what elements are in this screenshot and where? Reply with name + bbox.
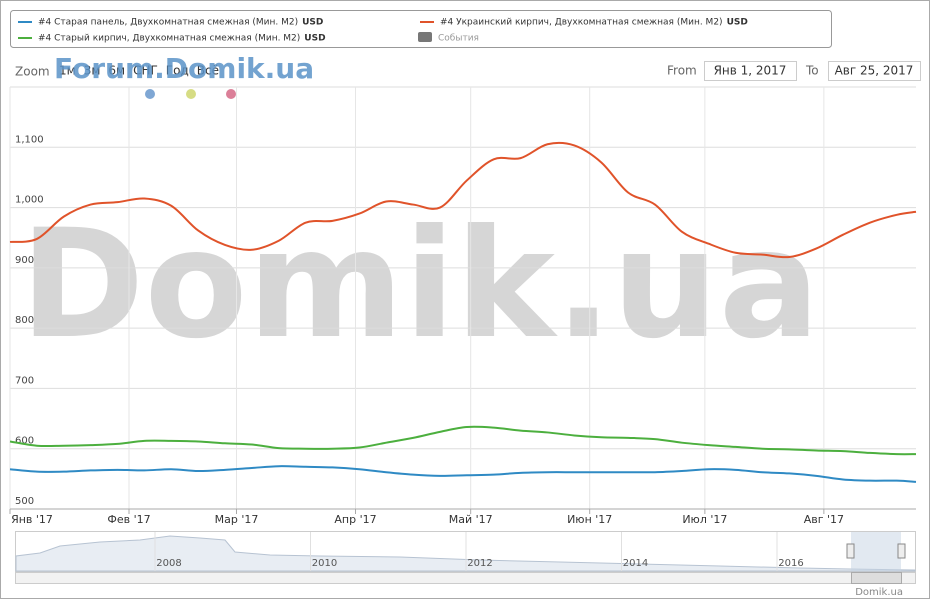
navigator-label: 2012	[467, 558, 492, 569]
legend-currency: USD	[727, 18, 748, 28]
legend-label[interactable]: #4 Старый кирпич, Двухкомнатная смежная …	[38, 34, 300, 44]
legend-currency: USD	[304, 34, 325, 44]
navigator-window[interactable]	[851, 532, 901, 571]
navigator-handle[interactable]	[846, 543, 855, 559]
events-label[interactable]: События	[438, 34, 479, 44]
zoom-label: Zoom	[15, 65, 50, 79]
navigator-label: 2008	[156, 558, 181, 569]
zoom-button[interactable]: 1м	[59, 64, 76, 78]
to-value[interactable]: Авг 25, 2017	[835, 64, 914, 78]
from-input[interactable]	[704, 61, 797, 81]
forum-watermark: Forum.Domik.ua	[54, 52, 314, 85]
x-tick-label: Янв '17	[11, 513, 53, 526]
credit[interactable]: Domik.ua	[855, 587, 903, 598]
zoom-buttons: 1м 3м 6м СНГ Год Всё	[59, 64, 219, 78]
navigator-labels: 2008 2010 2012 2014 2016	[154, 532, 804, 571]
y-tick-label: 700	[15, 375, 34, 386]
navigator-label: 2014	[623, 558, 648, 569]
series-line	[9, 465, 917, 483]
x-tick-label: Апр '17	[334, 513, 376, 526]
y-tick-label: 800	[15, 315, 34, 326]
to-input[interactable]	[828, 61, 921, 81]
x-tick-label: Май '17	[449, 513, 493, 526]
event-flag[interactable]	[145, 89, 155, 99]
zoom-button[interactable]: СНГ	[133, 64, 158, 78]
zoom-button[interactable]: Год	[166, 64, 189, 78]
from-value[interactable]: Янв 1, 2017	[714, 64, 787, 78]
x-tick-label: Авг '17	[804, 513, 844, 526]
navigator-label: 2010	[312, 558, 337, 569]
y-tick-label: 900	[15, 255, 34, 266]
x-tick-label: Фев '17	[107, 513, 150, 526]
y-tick-label: 1,100	[15, 134, 44, 145]
event-flag[interactable]	[226, 89, 236, 99]
legend-currency: USD	[302, 18, 323, 28]
legend: #4 Старая панель, Двухкомнатная смежная …	[18, 18, 748, 44]
series-line	[9, 141, 917, 259]
x-tick-label: Мар '17	[215, 513, 259, 526]
x-tick-label: Июл '17	[682, 513, 727, 526]
scrollbar-thumb[interactable]	[851, 572, 902, 584]
zoom-button[interactable]: Всё	[197, 64, 219, 78]
y-tick-label: 600	[15, 436, 34, 447]
navigator-handle[interactable]	[897, 543, 906, 559]
zoom-button[interactable]: 3м	[84, 64, 101, 78]
events-icon	[418, 32, 432, 42]
y-tick-label: 500	[15, 496, 34, 507]
legend-label[interactable]: #4 Старая панель, Двухкомнатная смежная …	[38, 18, 298, 28]
watermark: Domik.ua	[20, 198, 820, 372]
zoom-button[interactable]: 6м	[108, 64, 125, 78]
x-tick-label: Июн '17	[567, 513, 612, 526]
navigator-area	[15, 535, 916, 572]
series-line	[9, 425, 917, 456]
from-label: From	[667, 64, 697, 78]
scrollbar[interactable]	[15, 572, 916, 584]
navigator-label: 2016	[778, 558, 803, 569]
y-tick-label: 1,000	[15, 195, 44, 206]
to-label: To	[805, 64, 819, 78]
legend-label[interactable]: #4 Украинский кирпич, Двухкомнатная смеж…	[440, 18, 723, 28]
legend-box	[10, 10, 832, 48]
plot: 500 600 700 800 900 1,000 1,100 Янв '17 Фев '17 М…	[9, 86, 917, 526]
event-flag[interactable]	[186, 89, 196, 99]
